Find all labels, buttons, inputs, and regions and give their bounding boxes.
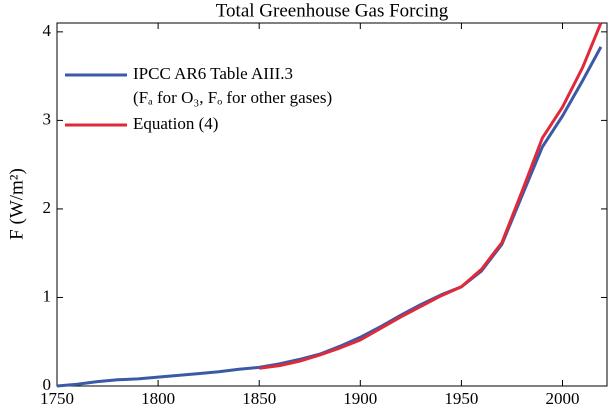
- series-line: [259, 22, 603, 370]
- y-tick-label: 4: [43, 21, 52, 40]
- y-axis-label: F (W/m²): [6, 168, 27, 240]
- legend-label: Equation (4): [133, 114, 218, 133]
- legend-note: (Fₐ for O₃, Fₒ for other gases): [133, 88, 332, 107]
- x-tick-label: 1950: [444, 389, 478, 408]
- x-tick-label: 1800: [141, 389, 175, 408]
- legend-label: IPCC AR6 Table AIII.3: [133, 64, 293, 83]
- plot-frame: [56, 22, 608, 387]
- y-tick-label: 2: [43, 198, 52, 217]
- x-tick-label: 1850: [242, 389, 276, 408]
- chart-title: Total Greenhouse Gas Forcing: [216, 0, 449, 21]
- y-tick-label: 1: [43, 286, 52, 305]
- x-tick-label: 1750: [40, 389, 74, 408]
- y-tick-label: 3: [43, 109, 52, 128]
- x-tick-label: 1900: [343, 389, 377, 408]
- y-tick-label: 0: [43, 375, 52, 394]
- x-tick-label: 2000: [546, 389, 580, 408]
